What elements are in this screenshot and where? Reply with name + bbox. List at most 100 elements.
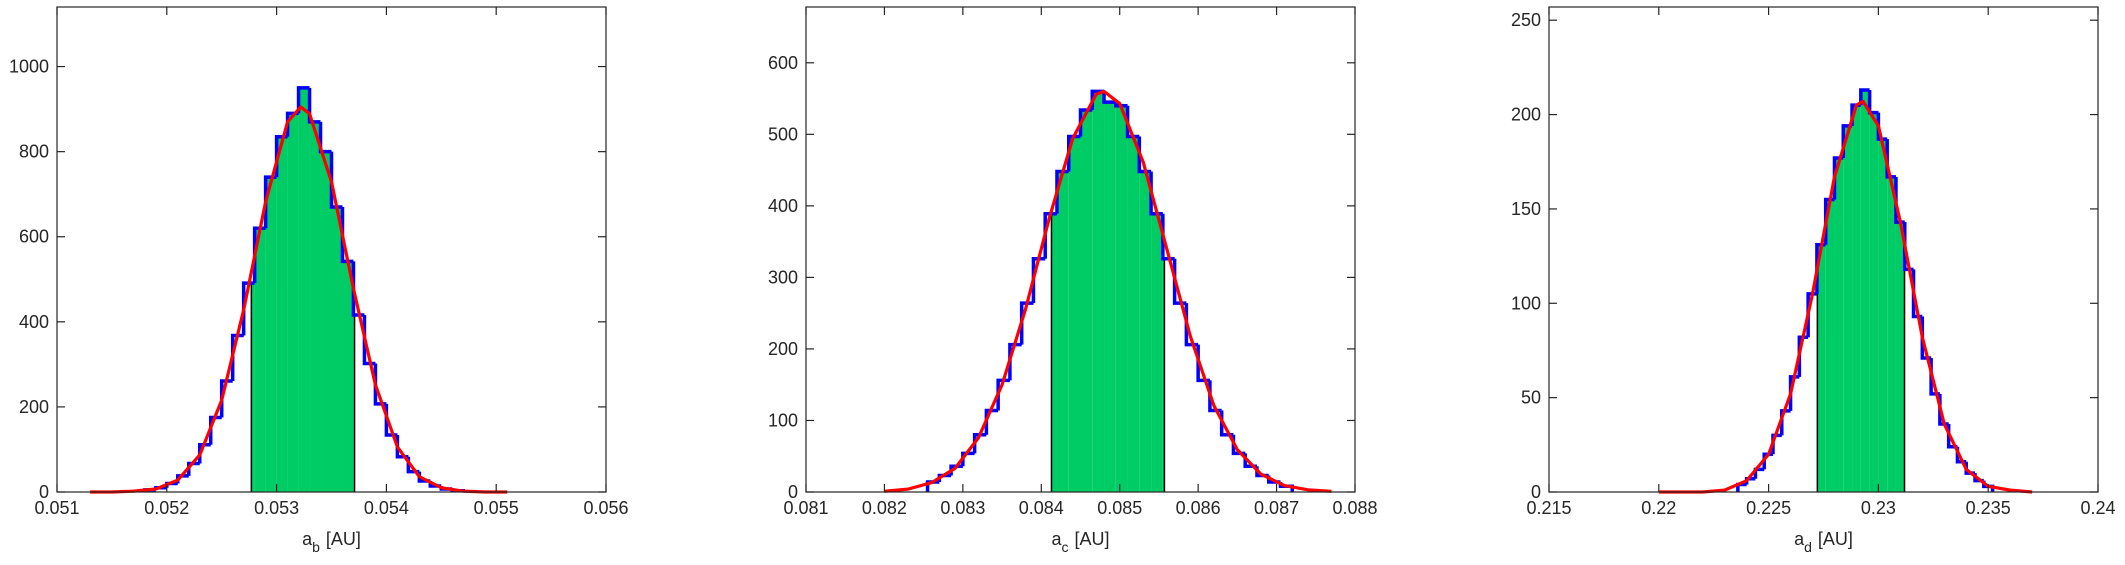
shaded-bar [254, 228, 266, 492]
y-tick-label: 250 [1511, 10, 1541, 30]
axes-box [56, 6, 607, 493]
histogram-bar [972, 433, 987, 454]
histogram-bar [307, 87, 321, 124]
shaded-bar [1817, 244, 1826, 492]
histogram-bar [1125, 105, 1140, 139]
histogram-bar [296, 86, 310, 114]
x-tick-label: 0.082 [862, 498, 907, 518]
histogram-bar [1788, 375, 1800, 411]
x-tick-label: 0.055 [474, 498, 519, 518]
axes-box [805, 6, 1356, 493]
shaded-bar [1887, 176, 1896, 492]
shaded-bar [287, 113, 299, 492]
shaded-bar [1843, 125, 1853, 492]
x-tick-label: 0.052 [144, 498, 189, 518]
histogram-bar [1876, 112, 1888, 141]
x-tick-label: 0.086 [1176, 498, 1221, 518]
shaded-bar [1080, 110, 1093, 492]
x-tick-label: 0.053 [254, 498, 299, 518]
y-tick-label: 200 [19, 397, 49, 417]
shaded-bar [1139, 171, 1152, 493]
x-axis-label: ac [AU] [1051, 529, 1109, 555]
shaded-bar [265, 177, 277, 492]
x-axis-label-unit: [AU] [1818, 529, 1853, 549]
histogram-bar [1019, 301, 1034, 345]
x-axis-label-unit: [AU] [1075, 529, 1110, 549]
shaded-bar [1162, 258, 1165, 492]
x-tick-label: 0.225 [1746, 498, 1791, 518]
histogram-bar [1780, 409, 1791, 436]
histogram-bar [187, 461, 200, 476]
x-tick-label: 0.088 [1332, 498, 1377, 518]
y-tick-label: 50 [1521, 388, 1541, 408]
histogram-bar [1771, 433, 1782, 455]
shaded-bar [320, 151, 332, 493]
shaded-bar [1104, 102, 1116, 492]
x-tick-label: 0.056 [583, 498, 628, 518]
shaded-bar [309, 121, 321, 493]
chart-panel: 0.081 0.082 0.083 0.084 0.085 0.086 0.087 0.088… [768, 6, 1378, 555]
chart-panel: 0.215 0.22 0.225 0.23 0.235 0.24 0 50 100 150 200 2… [1511, 6, 2116, 555]
shaded-bar [1825, 199, 1835, 492]
x-tick-label: 0.081 [783, 498, 828, 518]
x-tick-label: 0.22 [1641, 498, 1676, 518]
shaded-bar [1127, 136, 1140, 493]
shaded-bar [342, 261, 354, 492]
histogram-bar [252, 226, 266, 284]
histogram-bar [241, 281, 255, 336]
histogram-bar [1031, 257, 1046, 304]
y-tick-label: 600 [768, 53, 798, 73]
y-tick-label: 100 [768, 410, 798, 430]
shaded-bar [1115, 105, 1128, 493]
y-tick-label: 400 [19, 312, 49, 332]
y-tick-label: 0 [39, 482, 49, 502]
x-tick-label: 0.087 [1254, 498, 1299, 518]
x-tick-label: 0.23 [1861, 498, 1896, 518]
shaded-bar [1834, 157, 1844, 492]
x-tick-label: 0.054 [364, 498, 409, 518]
shaded-bar [298, 87, 310, 492]
histogram-bar [1859, 88, 1870, 106]
x-tick-label: 0.24 [2080, 498, 2115, 518]
x-axis-label-main: a [302, 529, 313, 549]
fit-curve [884, 89, 1332, 493]
chart-panel: 0.051 0.052 0.053 0.054 0.055 0.056 0 200 400 600… [9, 6, 629, 555]
y-tick-label: 300 [768, 267, 798, 287]
x-axis-label: ad [AU] [1794, 529, 1853, 555]
y-tick-label: 100 [1511, 293, 1541, 313]
y-tick-label: 200 [768, 339, 798, 359]
histogram-bar [1797, 335, 1809, 377]
x-axis-label-sub: d [1804, 539, 1812, 555]
shaded-bar [1860, 90, 1870, 492]
histogram-bar [984, 408, 999, 435]
shaded-bar [1869, 112, 1879, 492]
shaded-bar [1051, 213, 1057, 492]
histogram-bar [340, 206, 354, 264]
histogram-bar [1066, 134, 1081, 172]
x-tick-label: 0.084 [1019, 498, 1064, 518]
x-tick-label: 0.085 [1097, 498, 1142, 518]
y-tick-label: 1000 [9, 57, 49, 77]
fit-curve [89, 105, 508, 494]
y-tick-label: 0 [1531, 482, 1541, 502]
shaded-bar [1878, 139, 1888, 492]
y-tick-label: 600 [19, 227, 49, 247]
shaded-bar [1056, 171, 1069, 493]
histogram-bar [1102, 91, 1116, 104]
x-tick-label: 0.051 [34, 498, 79, 518]
histogram-bar [208, 415, 222, 445]
y-tick-label: 150 [1511, 199, 1541, 219]
y-tick-label: 0 [788, 482, 798, 502]
shaded-bar [1068, 136, 1081, 493]
x-axis-label-main: a [1051, 529, 1062, 549]
histogram-bar [329, 151, 343, 209]
histogram-bar [1043, 211, 1057, 259]
x-tick-label: 0.235 [1966, 498, 2011, 518]
shaded-bar [1151, 213, 1163, 492]
x-axis-label-unit: [AU] [326, 529, 361, 549]
x-tick-label: 0.083 [940, 498, 985, 518]
histogram-bar [1885, 139, 1896, 179]
histogram-bar [1114, 102, 1128, 108]
histogram-bar [230, 333, 244, 381]
